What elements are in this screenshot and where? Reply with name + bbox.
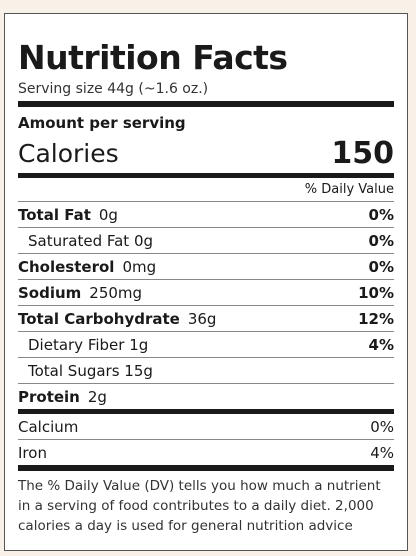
- nutrient-name: Total Fat: [18, 205, 91, 224]
- divider-thick: [18, 101, 394, 107]
- nutrient-dv: 12%: [358, 309, 394, 328]
- nutrient-amount: 250mg: [89, 283, 143, 302]
- mineral-dv: 0%: [370, 417, 394, 436]
- mineral-row-iron: Iron 4%: [18, 439, 394, 465]
- mineral-row-calcium: Calcium 0%: [18, 414, 394, 439]
- daily-value-header: % Daily Value: [304, 182, 394, 197]
- nutrient-dv: 0%: [368, 205, 394, 224]
- nutrient-dv: 4%: [368, 335, 394, 354]
- divider-thick: [18, 465, 394, 471]
- nutrient-row-total-fat: Total Fat 0g 0%: [18, 201, 394, 227]
- nutrient-amount: 36g: [187, 309, 217, 328]
- nutrient-name: Dietary Fiber 1g: [28, 335, 149, 354]
- mineral-name: Calcium: [18, 417, 79, 436]
- divider-medium: [18, 409, 394, 414]
- nutrient-name: Sodium: [18, 283, 82, 302]
- nutrient-name: Protein: [18, 387, 80, 406]
- daily-value-footnote: The % Daily Value (DV) tells you how muc…: [18, 478, 381, 534]
- nutrient-row-saturated-fat: Saturated Fat 0g 0%: [18, 227, 394, 253]
- calories-label: Calories: [18, 139, 119, 168]
- nutrient-name: Saturated Fat 0g: [28, 231, 154, 250]
- nutrient-name: Total Carbohydrate: [18, 309, 180, 328]
- mineral-name: Iron: [18, 443, 47, 462]
- nutrient-amount: 0mg: [122, 257, 157, 276]
- divider-medium: [18, 173, 394, 178]
- nutrient-name: Cholesterol: [18, 257, 115, 276]
- nutrient-name: Total Sugars 15g: [28, 361, 153, 380]
- nutrient-row-total-carbohydrate: Total Carbohydrate 36g 12%: [18, 305, 394, 331]
- nutrient-row-protein: Protein 2g: [18, 383, 394, 409]
- nutrient-amount: 0g: [98, 205, 118, 224]
- amount-per-serving: Amount per serving: [18, 114, 186, 132]
- serving-size: Serving size 44g (~1.6 oz.): [18, 81, 209, 97]
- calories-value: 150: [331, 136, 394, 171]
- nutrient-dv: 10%: [358, 283, 394, 302]
- nutrient-dv: 0%: [368, 257, 394, 276]
- nutrition-facts-label: Nutrition Facts Serving size 44g (~1.6 o…: [4, 13, 408, 551]
- nutrient-row-total-sugars: Total Sugars 15g: [18, 357, 394, 383]
- nutrient-row-dietary-fiber: Dietary Fiber 1g 4%: [18, 331, 394, 357]
- mineral-dv: 4%: [370, 443, 394, 462]
- label-title: Nutrition Facts: [18, 38, 288, 77]
- calories-row: Calories 150: [18, 137, 394, 173]
- nutrient-dv: 0%: [368, 231, 394, 250]
- nutrient-amount: 2g: [87, 387, 107, 406]
- nutrient-row-sodium: Sodium 250mg 10%: [18, 279, 394, 305]
- nutrient-row-cholesterol: Cholesterol 0mg 0%: [18, 253, 394, 279]
